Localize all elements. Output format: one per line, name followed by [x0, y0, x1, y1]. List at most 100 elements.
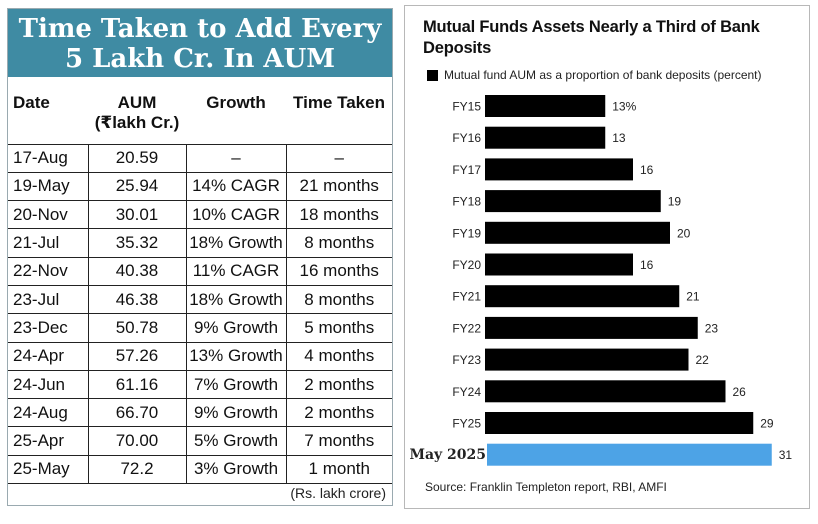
table-title-line-1: Time Taken to Add Every: [18, 14, 382, 44]
chart-source: Source: Franklin Templeton report, RBI, …: [425, 480, 667, 494]
bar: [485, 95, 606, 117]
value-label: 16: [640, 258, 654, 272]
category-label: FY16: [452, 131, 481, 145]
category-label: FY15: [452, 100, 481, 114]
cell-date: 24-Aug: [8, 398, 89, 428]
bar: [485, 285, 680, 308]
legend-label: Mutual fund AUM as a proportion of bank …: [444, 68, 762, 82]
bar-chart: FY15 13% FY16 13 FY17 16 FY18 19 FY19 20 FY20 16 FY2…: [409, 95, 793, 466]
table-row: 21-Jul 35.32 18% Growth 8 months: [8, 228, 392, 258]
table-footnote: (Rs. lakh crore): [290, 485, 386, 501]
cell-aum: 72.2: [88, 455, 187, 485]
cell-aum: 50.78: [88, 313, 187, 343]
cell-time-taken: 18 months: [286, 200, 392, 230]
category-label: FY22: [452, 321, 481, 335]
cell-time-taken: 8 months: [286, 228, 392, 258]
bar: [485, 412, 754, 434]
cell-growth: 9% Growth: [186, 398, 287, 428]
category-label: FY18: [452, 195, 481, 209]
cell-date: 23-Dec: [8, 313, 89, 343]
table-row: 24-Jun 61.16 7% Growth 2 months: [8, 370, 392, 400]
header-aum-label: AUM: [117, 93, 157, 112]
cell-growth: 7% Growth: [186, 370, 287, 400]
cell-aum: 66.70: [88, 398, 187, 428]
bar: [485, 221, 670, 244]
bar: [485, 316, 698, 339]
cell-aum: 30.01: [88, 200, 187, 230]
cell-aum: 70.00: [88, 426, 187, 456]
bar: [485, 126, 606, 149]
cell-growth: 3% Growth: [186, 455, 287, 485]
cell-date: 23-Jul: [8, 285, 89, 315]
cell-aum: 57.26: [88, 342, 187, 371]
cell-date: 24-Apr: [8, 342, 89, 371]
cell-time-taken: 7 months: [286, 426, 392, 456]
aum-milestone-table: Date AUM (₹lakh Cr.) Growth Time Taken 1…: [8, 87, 392, 485]
cell-growth: 13% Growth: [186, 342, 287, 371]
category-label: FY23: [452, 353, 481, 367]
cell-date: 19-May: [8, 172, 89, 202]
value-label: 19: [668, 195, 682, 209]
category-label: FY25: [452, 417, 481, 431]
cell-time-taken: 5 months: [286, 313, 392, 343]
chart-panel: FY15 13% FY16 13 FY17 16 FY18 19 FY19 20 FY20 16 FY2…: [404, 5, 810, 509]
cell-aum: 61.16: [88, 370, 187, 400]
cell-time-taken: 8 months: [286, 285, 392, 315]
cell-growth: 14% CAGR: [186, 172, 287, 202]
cell-growth: 18% Growth: [186, 285, 287, 315]
cell-time-taken: 4 months: [286, 342, 392, 371]
cell-growth: 5% Growth: [186, 426, 287, 456]
legend-swatch: [427, 69, 438, 81]
header-growth: Growth: [186, 87, 286, 145]
cell-date: 25-May: [8, 455, 89, 485]
table-row: 23-Jul 46.38 18% Growth 8 months: [8, 285, 392, 315]
cell-date: 20-Nov: [8, 200, 89, 230]
cell-time-taken: –: [286, 144, 392, 173]
table-row: 23-Dec 50.78 9% Growth 5 months: [8, 313, 392, 343]
value-label: 13%: [612, 100, 636, 114]
cell-time-taken: 21 months: [286, 172, 392, 202]
bar: [485, 190, 661, 213]
bar-highlight: [487, 443, 772, 466]
header-date: Date: [8, 87, 88, 145]
value-label: 23: [705, 321, 719, 335]
cell-date: 25-Apr: [8, 426, 89, 456]
cell-time-taken: 1 month: [286, 455, 392, 485]
chart-title: Mutual Funds Assets Nearly a Third of Ba…: [423, 18, 760, 57]
bar: [485, 158, 633, 181]
cell-time-taken: 2 months: [286, 370, 392, 400]
cell-time-taken: 2 months: [286, 398, 392, 428]
cell-growth: 10% CAGR: [186, 200, 287, 230]
bar: [485, 348, 689, 371]
value-label: 31: [779, 448, 793, 462]
cell-growth: 11% CAGR: [186, 257, 287, 286]
table-row: 17-Aug 20.59– –: [8, 144, 392, 173]
header-aum: AUM (₹lakh Cr.): [88, 87, 186, 145]
table-title-banner: Time Taken to Add Every 5 Lakh Cr. In AU…: [8, 9, 392, 77]
cell-aum: 35.32: [88, 228, 187, 258]
table-header-row: Date AUM (₹lakh Cr.) Growth Time Taken: [8, 87, 392, 145]
value-label: 20: [677, 226, 691, 240]
cell-date: 24-Jun: [8, 370, 89, 400]
header-aum-unit: (₹lakh Cr.): [94, 113, 180, 132]
cell-aum: 25.94: [88, 172, 187, 202]
category-label: May 2025: [409, 447, 486, 463]
table-row: 24-Apr 57.26 13% Growth 4 months: [8, 342, 392, 371]
value-label: 21: [686, 290, 700, 304]
bar: [485, 253, 633, 276]
value-label: 29: [760, 417, 774, 431]
cell-growth: 9% Growth: [186, 313, 287, 343]
cell-growth: –: [186, 144, 287, 173]
table-row: 25-Apr 70.00 5% Growth 7 months: [8, 426, 392, 456]
category-label: FY20: [452, 258, 481, 272]
value-label: 13: [612, 131, 626, 145]
table-row: 25-May 72.2 3% Growth 1 month: [8, 455, 392, 485]
cell-aum: 20.59: [88, 144, 187, 173]
category-label: FY19: [452, 226, 481, 240]
bar: [485, 380, 726, 403]
cell-date: 17-Aug: [8, 144, 89, 173]
aum-table-panel: Time Taken to Add Every 5 Lakh Cr. In AU…: [7, 8, 393, 506]
table-body: 17-Aug 20.59– –19-May 25.94 14% CAGR 21 month…: [8, 144, 392, 485]
table-row: 20-Nov 30.01 10% CAGR 18 months: [8, 200, 392, 230]
category-label: FY24: [452, 385, 481, 399]
